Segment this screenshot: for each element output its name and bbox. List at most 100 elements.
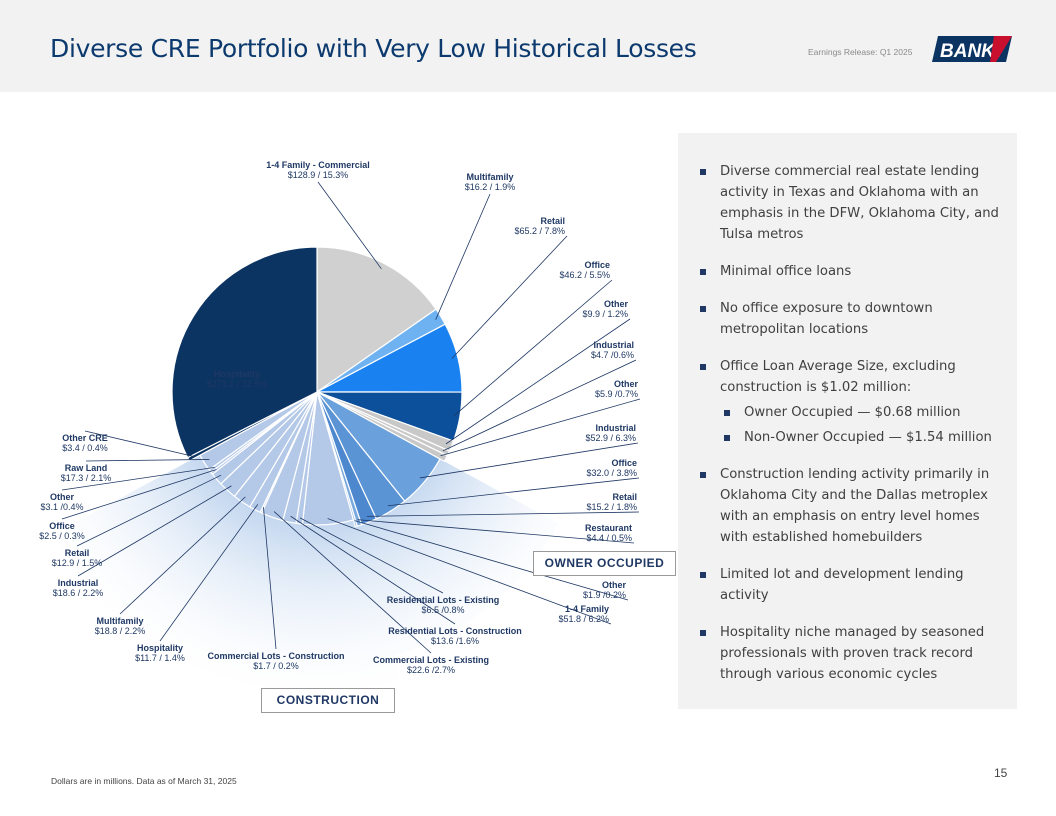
pie-label-name-9: Retail — [612, 492, 637, 502]
pie-label-name-3: Office — [584, 260, 610, 270]
pie-label-name-14: Residential Lots - Construction — [388, 626, 522, 636]
pie-label-name-1: Multifamily — [466, 172, 513, 182]
pie-label-name-24: Other CRE — [62, 433, 108, 443]
pie-leader-6 — [440, 398, 641, 457]
bank7-logo: BANK7 — [932, 36, 1012, 62]
pie-label-name-6: Other — [614, 379, 639, 389]
pie-label-value-22: $3.1 /0.4% — [40, 502, 83, 512]
bullet-diverse-lending: Diverse commercial real estate lending a… — [700, 161, 1000, 245]
pie-label-name-5: Industrial — [593, 340, 634, 350]
pie-label-value-6: $5.9 /0.7% — [595, 389, 638, 399]
page-title: Diverse CRE Portfolio with Very Low Hist… — [50, 34, 697, 63]
pie-leader-11 — [354, 520, 629, 601]
pie-leader-16 — [263, 507, 277, 650]
pie-label-value-9: $15.2 / 1.8% — [586, 502, 637, 512]
pie-leader-15 — [273, 511, 432, 654]
pie-label-name-22: Other — [50, 492, 75, 502]
bullet-lot-development: Limited lot and development lending acti… — [700, 564, 1000, 606]
pie-leader-5 — [442, 359, 637, 452]
pie-label-name-7: Industrial — [595, 423, 636, 433]
bullet-hospitality: Hospitality niche managed by seasoned pr… — [700, 622, 1000, 685]
pie-label-value-5: $4.7 /0.6% — [591, 350, 634, 360]
pie-label-value-8: $32.0 / 3.8% — [586, 468, 637, 478]
page-number: 15 — [994, 766, 1008, 780]
header-bar: Diverse CRE Portfolio with Very Low Hist… — [0, 0, 1056, 92]
owner-occupied-tag: OWNER OCCUPIED — [533, 551, 676, 576]
pie-leader-9 — [366, 511, 640, 517]
pie-label-name-21: Office — [49, 521, 75, 531]
pie-label-name-20: Retail — [65, 548, 90, 558]
pie-leader-13 — [299, 517, 444, 594]
pie-label-name-13: Residential Lots - Existing — [387, 595, 500, 605]
bullet-no-downtown: No office exposure to downtown metropoli… — [700, 298, 1000, 340]
pie-leader-1 — [435, 193, 491, 320]
pie-label-name-4: Other — [604, 299, 629, 309]
release-label: Earnings Release: Q1 2025 — [808, 47, 913, 57]
pie-slice-1-4-family-commercial-0 — [316, 246, 437, 394]
pie-leader-8 — [387, 477, 640, 507]
pie-leader-14 — [290, 515, 456, 625]
sub-bullet-non-owner-occupied: Non-Owner Occupied — $1.54 million — [724, 427, 1000, 448]
logo-text: BANK7 — [940, 41, 1007, 62]
pie-leader-3 — [453, 279, 613, 417]
pie-label-value-10: $4.4 / 0.5% — [586, 533, 632, 543]
bullet-office-avg-size: Office Loan Average Size, excluding cons… — [700, 356, 1000, 398]
pie-leader-23 — [85, 459, 210, 462]
pie-label-name-16: Commercial Lots - Construction — [207, 651, 344, 661]
pie-label-name-10: Restaurant — [585, 523, 632, 533]
highlights-panel: Diverse commercial real estate lending a… — [678, 133, 1017, 709]
pie-label-value-1: $16.2 / 1.9% — [465, 182, 516, 192]
pie-label-name-25: Hospitality — [214, 369, 260, 379]
pie-label-value-13: $6.5 /0.8% — [421, 605, 464, 615]
footnote: Dollars are in millions. Data as of Marc… — [51, 776, 237, 786]
pie-label-name-15: Commercial Lots - Existing — [373, 655, 489, 665]
pie-leader-21 — [61, 469, 217, 520]
pie-leader-19 — [77, 485, 232, 577]
pie-label-value-11: $1.9 /0.2% — [583, 590, 626, 600]
pie-label-value-7: $52.9 / 6.3% — [585, 433, 636, 443]
pie-label-name-2: Retail — [540, 216, 565, 226]
sub-bullet-owner-occupied: Owner Occupied — $0.68 million — [724, 402, 1000, 423]
pie-label-value-15: $22.6 /2.7% — [407, 665, 455, 675]
pie-leader-12 — [327, 518, 612, 625]
pie-leader-4 — [445, 318, 631, 445]
pie-label-value-25: $273.1 / 32.5% — [207, 379, 268, 389]
pie-label-value-23: $17.3 / 2.1% — [61, 473, 112, 483]
pie-label-value-0: $128.9 / 15.3% — [288, 170, 349, 180]
pie-label-value-18: $18.8 / 2.2% — [95, 626, 146, 636]
pie-label-value-12: $51.8 / 6.2% — [558, 614, 609, 624]
highlights-list: Diverse commercial real estate lending a… — [700, 161, 1000, 701]
pie-label-name-19: Industrial — [58, 578, 99, 588]
pie-label-name-8: Office — [611, 458, 637, 468]
pie-label-name-11: Other — [602, 580, 627, 590]
bullet-construction: Construction lending activity primarily … — [700, 464, 1000, 548]
pie-leader-7 — [419, 442, 639, 479]
pie-label-name-18: Multifamily — [96, 616, 143, 626]
pie-label-value-20: $12.9 / 1.5% — [52, 558, 103, 568]
pie-label-value-4: $9.9 / 1.2% — [582, 309, 628, 319]
pie-leader-24 — [84, 430, 194, 457]
pie-label-name-23: Raw Land — [65, 463, 108, 473]
pie-slice-hospitality-25 — [171, 246, 318, 459]
pie-label-value-3: $46.2 / 5.5% — [559, 270, 610, 280]
construction-tag: CONSTRUCTION — [261, 688, 395, 713]
bullet-minimal-office: Minimal office loans — [700, 261, 1000, 282]
pie-label-name-0: 1-4 Family - Commercial — [266, 160, 370, 170]
cre-pie-chart: 1-4 Family - Commercial$128.9 / 15.3% Mul… — [39, 160, 641, 692]
pie-label-value-2: $65.2 / 7.8% — [514, 226, 565, 236]
pie-leader-22 — [61, 467, 215, 491]
pie-label-name-12: 1-4 Family — [565, 604, 609, 614]
pie-leader-2 — [451, 235, 568, 359]
pie-label-value-17: $11.7 / 1.4% — [135, 653, 185, 663]
pie-label-name-17: Hospitality — [137, 643, 183, 653]
pie-leader-10 — [357, 519, 635, 544]
pie-label-value-21: $2.5 / 0.3% — [39, 531, 85, 541]
pie-label-value-16: $1.7 / 0.2% — [253, 661, 299, 671]
pie-label-value-14: $13.6 /1.6% — [431, 636, 479, 646]
pie-leader-18 — [119, 496, 246, 615]
pie-label-value-24: $3.4 / 0.4% — [62, 443, 108, 453]
pie-leader-17 — [159, 504, 259, 642]
pie-leader-20 — [76, 474, 222, 547]
pie-leader-0 — [317, 181, 382, 270]
pie-label-value-19: $18.6 / 2.2% — [53, 588, 104, 598]
